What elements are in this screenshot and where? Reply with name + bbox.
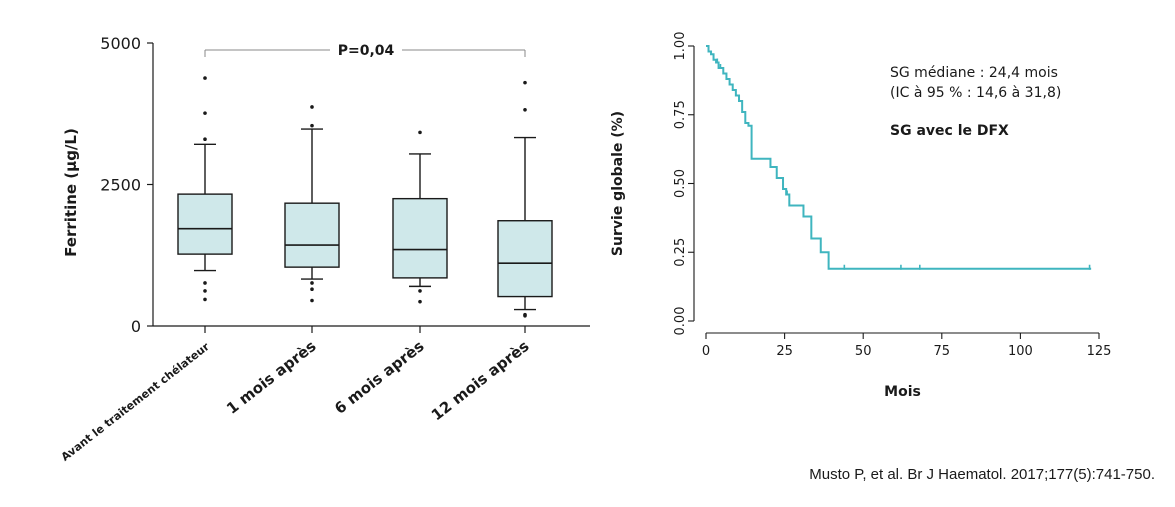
y-tick-label: 0.25: [673, 238, 688, 267]
y-tick-label: 0.50: [673, 169, 688, 198]
y-tick-label: 2500: [100, 176, 141, 195]
box: [497, 220, 553, 298]
outlier-point: [418, 299, 422, 304]
outlier-point: [203, 281, 207, 285]
outlier-point: [203, 76, 207, 80]
outlier-point: [310, 298, 314, 303]
box: [392, 197, 448, 279]
x-axis-label: Mois: [884, 384, 921, 400]
x-tick-label: 6 mois après: [331, 337, 427, 418]
outlier-point: [523, 314, 527, 318]
outlier-point: [310, 281, 314, 285]
confidence-interval-label: (IC à 95 % : 14,6 à 31,8): [890, 85, 1061, 101]
outlier-point: [203, 297, 207, 302]
x-tick-label: 1 mois après: [223, 337, 319, 418]
ferritin-boxplot: 0 2500 5000 Ferritine (µg/L) Avant le traite…: [59, 34, 590, 464]
y-tick-label: 5000: [100, 34, 141, 53]
median-survival-label: SG médiane : 24,4 mois: [890, 65, 1058, 81]
outlier-point: [203, 289, 207, 293]
x-tick-label: 0: [702, 344, 710, 359]
outlier-point: [310, 105, 314, 109]
x-tick-label: 100: [1008, 344, 1033, 359]
citation: Musto P, et al. Br J Haematol. 2017;177(…: [809, 466, 1155, 483]
y-tick-label: 0: [131, 317, 141, 336]
x-tick-label: 75: [934, 344, 951, 359]
y-axis-label: Ferritine (µg/L): [62, 128, 80, 257]
outlier-point: [203, 111, 207, 115]
box: [177, 193, 233, 255]
outlier-point: [310, 287, 314, 292]
y-tick-label: 0.75: [673, 100, 688, 129]
x-tick-label: 125: [1087, 344, 1112, 359]
box: [284, 202, 340, 268]
x-tick-label: 25: [776, 344, 793, 359]
outlier-point: [523, 107, 527, 112]
y-axis-label: Survie globale (%): [610, 111, 626, 256]
outlier-point: [310, 123, 314, 128]
outlier-point: [523, 80, 527, 85]
y-tick-label: 0.00: [673, 307, 688, 336]
x-tick-label: 50: [855, 344, 872, 359]
survival-curve: 0.00 0.25 0.50 0.75 1.00 0 25 50 75 100 125 Mois Sur…: [610, 32, 1111, 400]
x-tick-label: 12 mois après: [428, 337, 533, 424]
y-tick-label: 1.00: [673, 32, 688, 61]
outlier-point: [418, 289, 422, 293]
curve-legend-label: SG avec le DFX: [890, 123, 1009, 139]
outlier-point: [418, 130, 422, 135]
x-tick-label: Avant le traitement chélateur: [59, 340, 213, 464]
p-value: P=0,04: [338, 43, 395, 59]
outlier-point: [203, 137, 207, 142]
